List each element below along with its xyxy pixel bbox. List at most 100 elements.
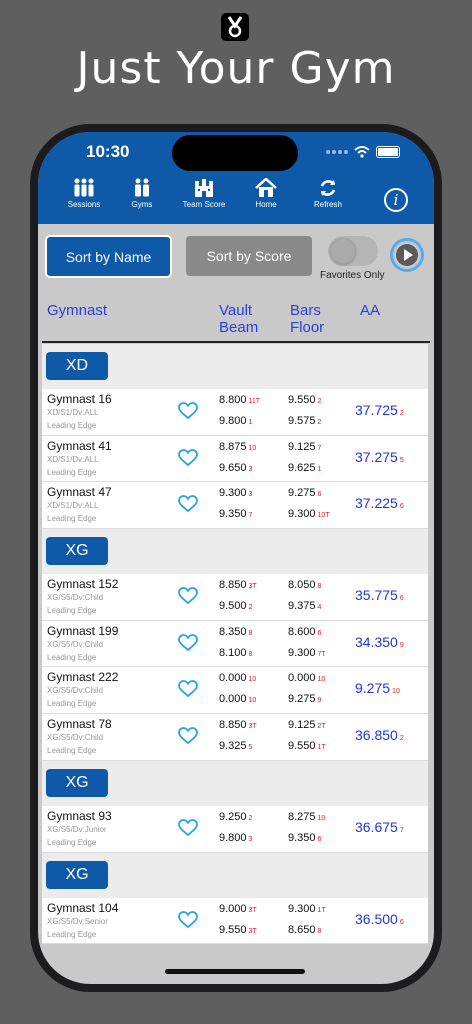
- gymnast-club: Leading Edge: [47, 652, 97, 662]
- header-bars-floor[interactable]: Bars Floor: [290, 302, 324, 336]
- heart-icon[interactable]: [178, 633, 198, 657]
- gymnast-row[interactable]: Gymnast 199 XG/S5/Dv:Child Leading Edge 8.3…: [42, 620, 428, 668]
- header-aa[interactable]: AA: [360, 302, 381, 319]
- floor-rank: 8: [317, 927, 322, 935]
- heart-icon[interactable]: [178, 910, 198, 934]
- nav-team-score-label: Team Score: [182, 200, 226, 209]
- beam-rank: 3T: [248, 927, 257, 935]
- floor-rank: 1T: [317, 744, 326, 752]
- gymnast-row[interactable]: Gymnast 152 XG/S5/Dv:Child Leading Edge 8.8…: [42, 574, 428, 621]
- gymnast-row[interactable]: Gymnast 41 XD/S1/Dv:ALL Leading Edge 8.875 1…: [42, 435, 428, 483]
- aa-rank: 2: [399, 410, 404, 417]
- floor-score: 9.625 1: [288, 461, 322, 474]
- gymnast-club: Leading Edge: [47, 837, 97, 847]
- group-label[interactable]: XG: [46, 537, 108, 566]
- battery-icon: [376, 146, 400, 158]
- nav-sessions[interactable]: Sessions: [53, 178, 115, 222]
- floor-rank: 4: [317, 604, 322, 612]
- vault-score: 0.000 10: [219, 672, 257, 685]
- bars-score: 8.050 8: [288, 579, 322, 592]
- beam-score: 9.800 1: [219, 415, 253, 427]
- nav-home[interactable]: Home: [235, 178, 297, 222]
- status-icons: [326, 146, 400, 158]
- nav-team-score[interactable]: Team Score: [173, 178, 235, 222]
- vault-score: 8.875 10: [219, 440, 257, 453]
- bars-rank: 6: [317, 629, 322, 637]
- header-vault-beam[interactable]: Vault Beam: [219, 302, 258, 336]
- header-gymnast[interactable]: Gymnast: [47, 302, 108, 319]
- group-header: XG: [42, 760, 428, 806]
- floor-score: 9.375 4: [288, 600, 322, 613]
- group-label[interactable]: XG: [46, 768, 108, 797]
- bars-rank: 1T: [317, 906, 326, 914]
- nav-refresh[interactable]: Refresh: [297, 178, 359, 222]
- gymnast-row[interactable]: Gymnast 16 XD/S1/Dv:ALL Leading Edge 8.800 1…: [42, 389, 428, 436]
- bars-score: 0.000 10: [288, 672, 326, 685]
- gymnast-row[interactable]: Gymnast 93 XG/S5/Dv:Junior Leading Edge 9.2…: [42, 805, 428, 853]
- heart-icon[interactable]: [178, 402, 198, 425]
- header-divider: [42, 341, 430, 343]
- gymnast-name: Gymnast 78: [47, 717, 112, 732]
- gymnast-name: Gymnast 47: [47, 485, 112, 500]
- gymnast-row[interactable]: Gymnast 47 XD/S1/Dv:ALL Leading Edge 9.300 3…: [42, 482, 428, 530]
- header-vault: Vault: [219, 302, 253, 319]
- beam-score: 9.550 3T: [219, 923, 257, 936]
- floor-rank: 2: [317, 419, 322, 426]
- gymnast-row[interactable]: Gymnast 104 XG/S5/Dv:Senior Leading Edge 9.…: [42, 897, 428, 944]
- info-icon[interactable]: i: [384, 188, 408, 212]
- heart-icon[interactable]: [178, 587, 198, 610]
- sort-by-name-button[interactable]: Sort by Name: [45, 235, 172, 278]
- wifi-icon: [354, 146, 370, 158]
- vault-rank: 3T: [248, 723, 257, 731]
- beam-score: 9.325 5: [219, 740, 253, 753]
- bars-rank: 7: [317, 444, 322, 452]
- beam-rank: 7: [248, 512, 253, 520]
- vault-rank: 2: [248, 814, 253, 822]
- gymnast-name: Gymnast 93: [47, 808, 112, 823]
- headline: Just Your Gym: [76, 43, 396, 94]
- bars-rank: 2: [317, 398, 322, 405]
- gymnast-division: XD/S1/Dv:ALL: [47, 408, 99, 417]
- people-icon: [74, 178, 94, 197]
- gymnast-club: Leading Edge: [47, 421, 97, 430]
- group-label[interactable]: XG: [46, 860, 108, 889]
- heart-icon[interactable]: [178, 818, 198, 842]
- beam-rank: 1: [248, 419, 253, 426]
- aa-rank: 6: [399, 918, 404, 926]
- gymnast-division: XG/S5/Dv:Senior: [47, 916, 108, 926]
- floor-score: 8.650 8: [288, 923, 322, 936]
- gymnast-name: Gymnast 222: [47, 670, 119, 685]
- aa-rank: 2: [399, 735, 404, 743]
- beam-rank: 5: [248, 744, 253, 752]
- column-headers: Gymnast Vault Beam Bars Floor AA: [38, 290, 434, 340]
- group-header: XG: [42, 529, 428, 575]
- heart-icon[interactable]: [178, 680, 198, 703]
- heart-icon[interactable]: [178, 495, 198, 518]
- vault-score: 8.800 11T: [219, 394, 261, 406]
- vault-score: 8.350 8: [219, 625, 253, 638]
- aa-rank: 6: [399, 595, 404, 603]
- vault-rank: 3: [248, 491, 253, 499]
- beam-score: 8.100 8: [219, 646, 253, 659]
- dynamic-island: [172, 135, 298, 171]
- heart-icon[interactable]: [178, 727, 198, 750]
- beam-score: 9.350 7: [219, 508, 253, 521]
- header-beam: Beam: [219, 319, 259, 336]
- heart-icon[interactable]: [178, 448, 198, 472]
- group-label[interactable]: XD: [46, 352, 108, 380]
- beam-rank: 10: [248, 697, 257, 705]
- gymnast-division: XD/S1/Dv:ALL: [47, 501, 99, 511]
- sort-by-score-button[interactable]: Sort by Score: [186, 236, 312, 276]
- gymnast-name: Gymnast 152: [47, 577, 119, 592]
- nav-gyms[interactable]: Gyms: [111, 178, 173, 222]
- gymnast-row[interactable]: Gymnast 78 XG/S5/Dv:Child Leading Edge 8.85…: [42, 714, 428, 761]
- aa-rank: 6: [399, 503, 404, 511]
- vault-score: 9.300 3: [219, 487, 253, 500]
- favorites-toggle[interactable]: [328, 236, 378, 266]
- gymnast-name: Gymnast 199: [47, 623, 119, 638]
- bars-rank: 8: [317, 583, 322, 591]
- results-list[interactable]: XD Gymnast 16 XD/S1/Dv:ALL Leading Edge 8.80…: [42, 344, 428, 944]
- beam-score: 9.500 2: [219, 600, 253, 613]
- gymnast-row[interactable]: Gymnast 222 XG/S5/Dv:Child Leading Edge 0.0…: [42, 667, 428, 715]
- play-icon[interactable]: [390, 238, 424, 272]
